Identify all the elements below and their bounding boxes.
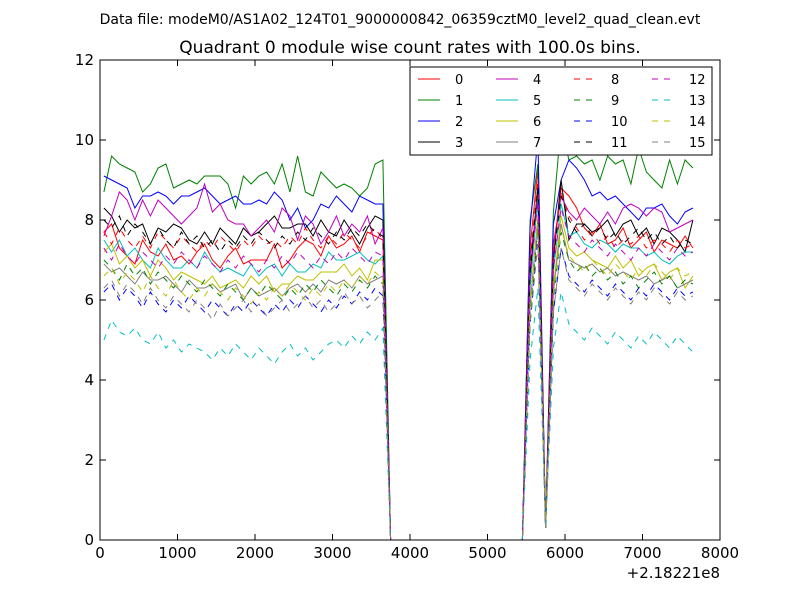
legend-label-9: 9 bbox=[611, 94, 619, 109]
x-tick-label: 6000 bbox=[546, 544, 584, 562]
y-tick-label: 4 bbox=[84, 371, 94, 389]
series-line-13 bbox=[103, 287, 694, 541]
x-tick-label: 3000 bbox=[313, 544, 351, 562]
legend-label-11: 11 bbox=[611, 136, 628, 151]
y-tick-label: 0 bbox=[84, 531, 94, 549]
y-tick-label: 12 bbox=[75, 51, 94, 69]
x-tick-label: 0 bbox=[95, 544, 105, 562]
legend-box bbox=[409, 66, 713, 156]
x-tick-label: 2000 bbox=[236, 544, 274, 562]
legend-label-4: 4 bbox=[533, 73, 541, 88]
legend-label-6: 6 bbox=[533, 115, 541, 130]
x-axis-tick-labels: 0 1000 2000 3000 4000 5000 6000 7000 8000 bbox=[95, 544, 739, 562]
legend-label-10: 10 bbox=[611, 115, 628, 130]
y-tick-label: 6 bbox=[84, 291, 94, 309]
legend-label-0: 0 bbox=[455, 73, 463, 88]
y-axis-tick-labels: 0 2 4 6 8 10 12 bbox=[75, 51, 94, 549]
legend-label-3: 3 bbox=[455, 136, 463, 151]
legend-label-2: 2 bbox=[455, 115, 463, 130]
x-axis-offset-label: +2.18221e8 bbox=[627, 564, 720, 582]
x-tick-label: 5000 bbox=[468, 544, 506, 562]
x-tick-label: 4000 bbox=[391, 544, 429, 562]
legend-label-13: 13 bbox=[689, 94, 706, 109]
legend-label-12: 12 bbox=[689, 73, 706, 88]
y-tick-label: 2 bbox=[84, 451, 94, 469]
x-tick-label: 1000 bbox=[158, 544, 196, 562]
legend-label-8: 8 bbox=[611, 73, 619, 88]
legend-label-1: 1 bbox=[455, 94, 463, 109]
y-tick-label: 8 bbox=[84, 211, 94, 229]
axis-ticks bbox=[99, 59, 721, 541]
x-tick-label: 7000 bbox=[623, 544, 661, 562]
y-tick-label: 10 bbox=[75, 131, 94, 149]
x-tick-label: 8000 bbox=[701, 544, 739, 562]
legend-label-15: 15 bbox=[689, 136, 706, 151]
legend-label-14: 14 bbox=[689, 115, 706, 130]
legend-label-5: 5 bbox=[533, 94, 541, 109]
chart-title: Quadrant 0 module wise count rates with … bbox=[179, 38, 640, 58]
legend-label-7: 7 bbox=[533, 136, 541, 151]
figure-suptitle: Data file: modeM0/AS1A02_124T01_90000008… bbox=[100, 12, 701, 28]
